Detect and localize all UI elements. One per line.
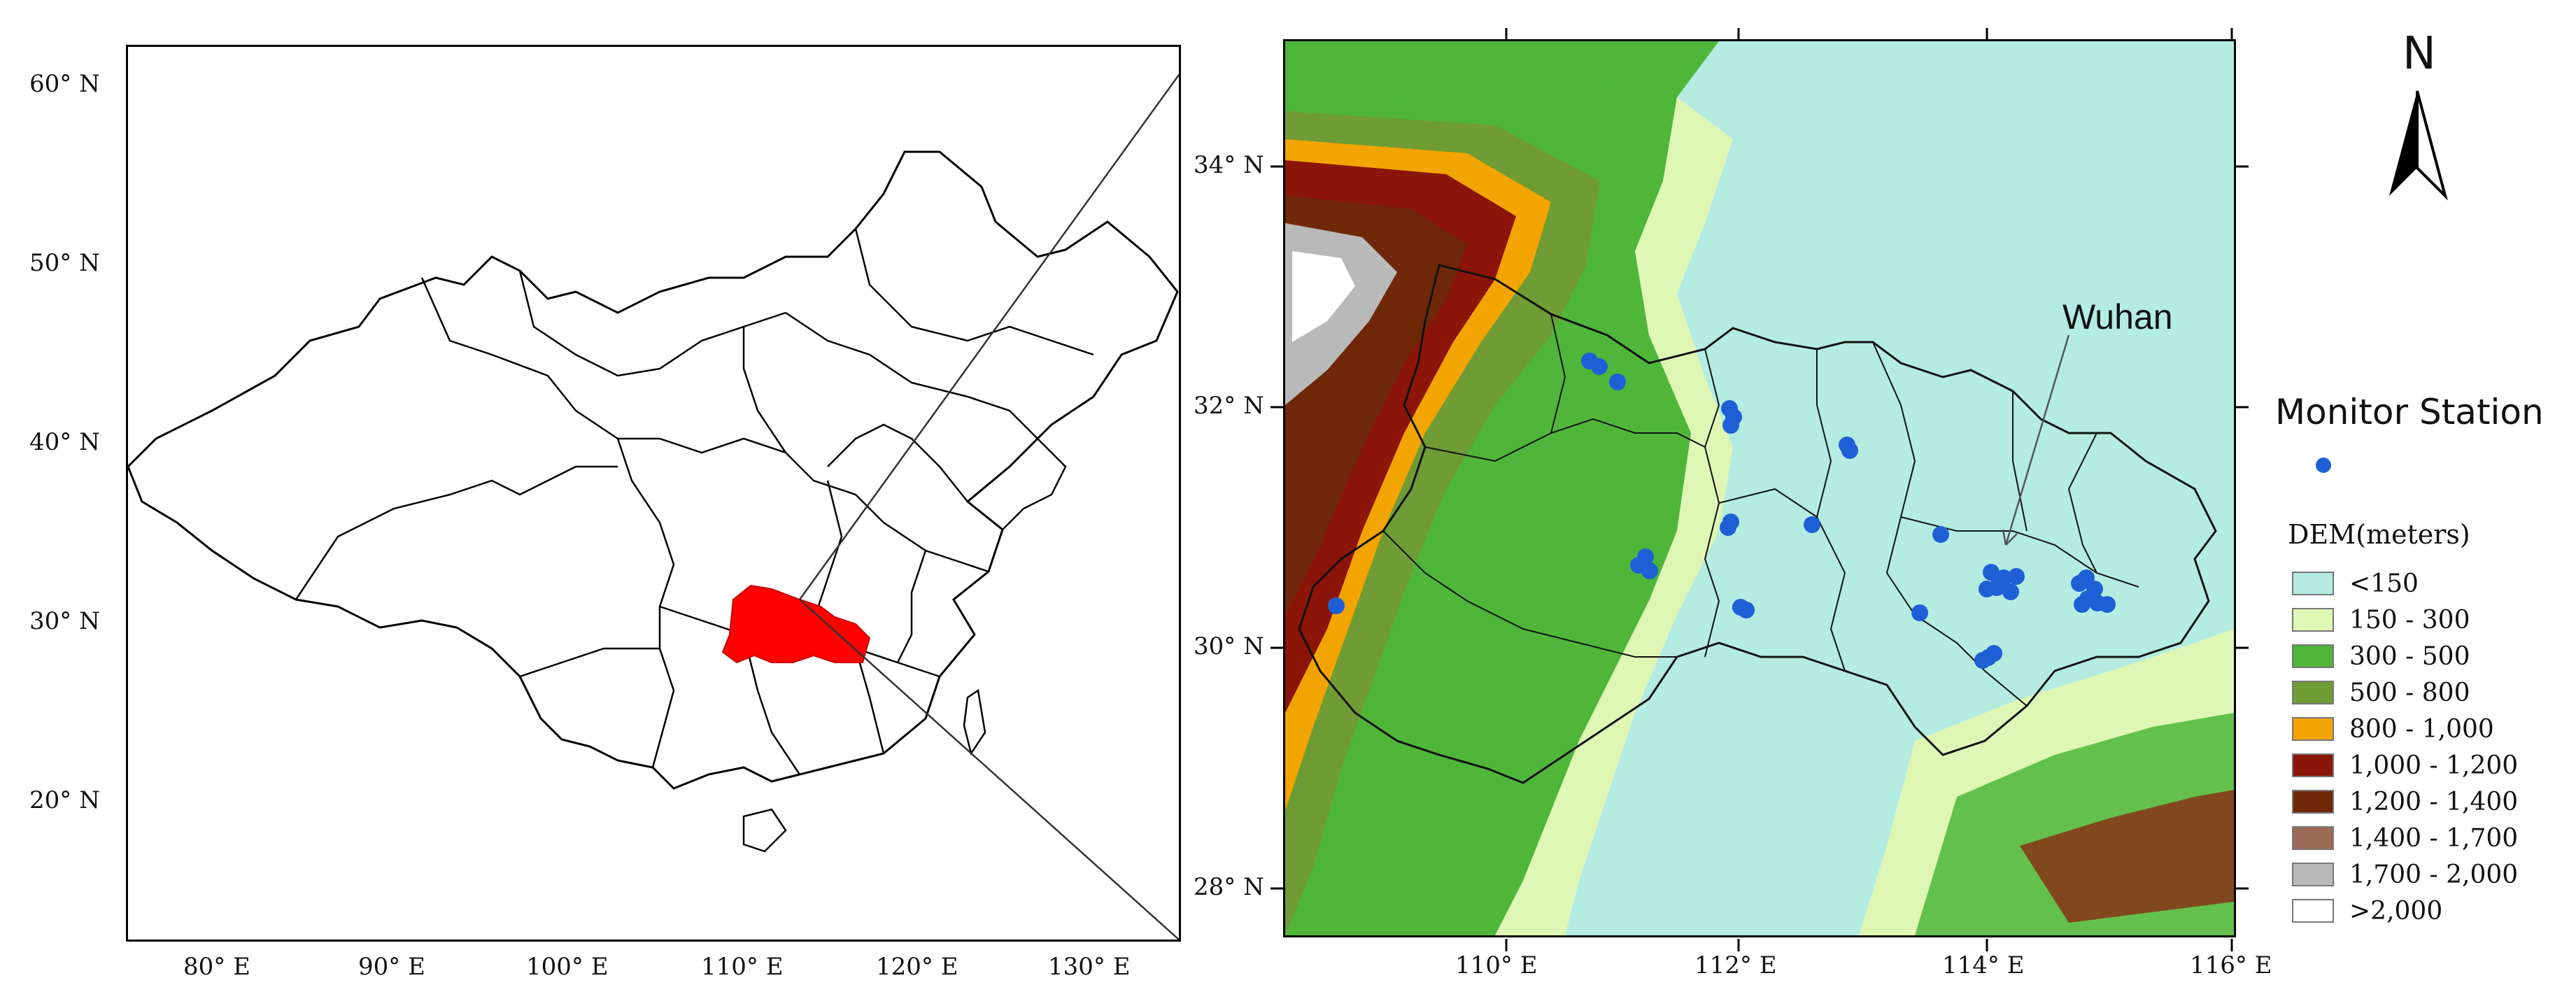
right-lon-label-110: 110° E — [1455, 951, 1538, 979]
right-lat-label-32: 32° N — [1194, 392, 1264, 420]
legend-swatch — [2292, 572, 2334, 595]
monitor-station-marker — [1841, 442, 1858, 459]
left-lat-label-40: 40° N — [29, 428, 100, 456]
monitor-station-marker — [1609, 374, 1626, 390]
legend-swatch — [2292, 863, 2334, 886]
legend-dem-label: 500 - 800 — [2349, 678, 2470, 707]
legend-dem-item: >2,000 — [2292, 893, 2518, 929]
monitor-station-marker — [2008, 568, 2025, 585]
right-lon-label-116: 116° E — [2190, 951, 2272, 979]
hubei-dem-map — [1283, 39, 2236, 937]
monitor-station-marker — [2002, 583, 2019, 600]
right-lat-label-28: 28° N — [1194, 873, 1264, 901]
dem-zone-above-2000 — [1292, 251, 1355, 342]
right-lat-label-30: 30° N — [1194, 632, 1264, 660]
legend-dem-item: 800 - 1,000 — [2292, 711, 2518, 747]
legend-dem-label: 800 - 1,000 — [2349, 714, 2494, 744]
legend-dem-label: <150 — [2349, 569, 2419, 598]
left-lon-label-120: 120° E — [876, 953, 958, 981]
monitor-station-marker — [2099, 596, 2116, 613]
legend-dem-item: 1,000 - 1,200 — [2292, 747, 2518, 784]
legend-swatch — [2292, 899, 2334, 923]
wuhan-arrow-line — [2004, 334, 2070, 546]
legend-swatch — [2292, 681, 2334, 704]
left-lon-label-130: 130° E — [1048, 953, 1131, 981]
legend-swatch — [2292, 717, 2334, 741]
legend-dem-item: 1,200 - 1,400 — [2292, 784, 2518, 820]
legend-dem-label: 1,700 - 2,000 — [2349, 860, 2519, 889]
legend-dem-label: 1,200 - 1,400 — [2349, 787, 2519, 816]
monitor-station-marker — [1328, 597, 1345, 614]
left-lon-label-110: 110° E — [701, 953, 784, 981]
dem-zone-150-300 — [1495, 97, 1733, 935]
right-lon-label-114: 114° E — [1942, 951, 2025, 979]
left-lon-label-90: 90° E — [358, 953, 425, 981]
dem-zone-se-brown — [2020, 790, 2234, 923]
monitor-station-marker — [1991, 572, 2008, 589]
dem-zone-ne-green — [1285, 41, 1719, 104]
legend-dem-label: >2,000 — [2349, 896, 2443, 926]
legend-dem-item: 1,400 - 1,700 — [2292, 820, 2518, 856]
hubei-boundary — [1298, 264, 2217, 784]
wuhan-arrow-head — [2002, 529, 2018, 546]
monitor-station-marker — [1738, 602, 1755, 618]
inset-connector-top — [798, 74, 1180, 600]
hubei-province-highlight — [721, 584, 871, 664]
north-arrow-icon — [2389, 90, 2448, 201]
legend-station-title: Monitor Station — [2275, 392, 2544, 432]
legend-dem-label: 1,400 - 1,700 — [2349, 823, 2519, 853]
china-overview-map — [126, 45, 1181, 942]
legend-dem-label: 300 - 500 — [2349, 642, 2470, 671]
china-boundary — [127, 150, 1179, 790]
legend-dem-item: 150 - 300 — [2292, 602, 2518, 638]
right-lat-label-34: 34° N — [1194, 151, 1264, 179]
hainan-island — [742, 808, 787, 853]
right-map-ticks — [1271, 28, 2249, 951]
left-lat-label-20: 20° N — [29, 786, 100, 814]
right-lon-label-112: 112° E — [1694, 951, 1777, 979]
legend-dem-item: 1,700 - 2,000 — [2292, 856, 2518, 893]
monitor-station-marker — [1722, 417, 1739, 434]
left-lon-label-100: 100° E — [526, 953, 609, 981]
north-letter: N — [2402, 28, 2436, 80]
monitor-station-marker — [1911, 604, 1928, 621]
legend-dem-title: DEM(meters) — [2288, 519, 2470, 550]
legend-swatch — [2292, 826, 2334, 850]
legend-station-symbol — [2316, 458, 2331, 473]
left-lon-label-80: 80° E — [183, 953, 250, 981]
legend-dem-label: 1,000 - 1,200 — [2349, 751, 2519, 780]
hubei-prefecture-lines — [1382, 313, 2139, 707]
monitor-station-marker — [1979, 581, 1995, 597]
legend-dem-label: 150 - 300 — [2349, 605, 2470, 635]
province-boundaries — [295, 228, 1094, 775]
left-lat-label-60: 60° N — [29, 70, 100, 98]
monitor-station-marker — [1932, 526, 1949, 543]
inset-connector-bottom — [799, 599, 1180, 940]
legend-dem-item: 500 - 800 — [2292, 674, 2518, 711]
legend-swatch — [2292, 790, 2334, 814]
left-lat-label-30: 30° N — [29, 607, 100, 635]
wuhan-label: Wuhan — [2062, 297, 2173, 336]
taiwan-island — [963, 688, 986, 756]
legend-dem-list: <150 150 - 300 300 - 500 500 - 800 800 -… — [2292, 565, 2518, 929]
dem-terrain-svg — [1285, 41, 2234, 935]
legend-dem-item: <150 — [2292, 565, 2518, 602]
legend-swatch — [2292, 753, 2334, 777]
legend-dem-item: 300 - 500 — [2292, 638, 2518, 674]
monitor-station-marker — [1641, 562, 1658, 579]
monitor-station-marker — [2074, 596, 2090, 613]
monitor-station-marker — [1804, 516, 1820, 533]
monitor-station-marker — [1591, 358, 1608, 375]
monitor-station-marker — [1974, 652, 1991, 669]
monitor-station-marker — [1720, 519, 1736, 536]
legend-swatch — [2292, 608, 2334, 632]
legend-swatch — [2292, 644, 2334, 668]
monitor-stations-layer — [1328, 353, 2116, 669]
china-outline-svg — [127, 74, 1180, 940]
left-lat-label-50: 50° N — [29, 249, 100, 277]
